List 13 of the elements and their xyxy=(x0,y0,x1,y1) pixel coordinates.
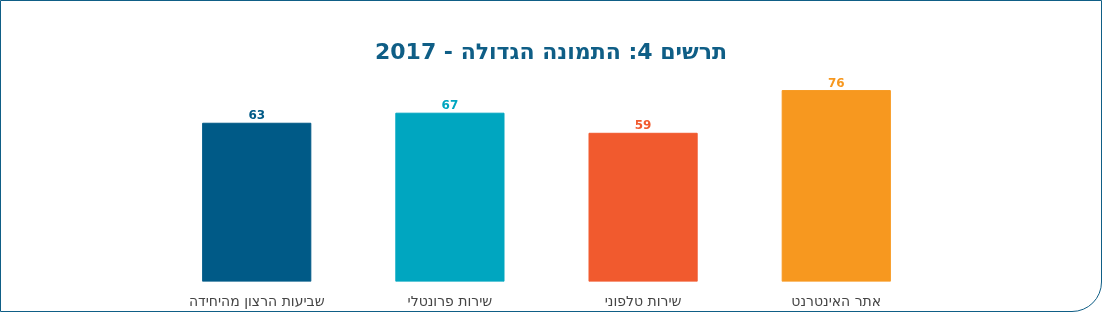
data-label: 63 xyxy=(248,108,266,123)
x-tick-label: שירות פרונטלי xyxy=(407,292,493,309)
bar xyxy=(395,112,505,282)
data-label: 67 xyxy=(441,98,459,113)
x-tick-label: אתר האינטרנט xyxy=(791,292,882,309)
bar xyxy=(202,122,312,282)
bar xyxy=(781,90,891,282)
x-tick-label: שירות טלפוני xyxy=(604,292,682,309)
bar xyxy=(588,132,698,282)
chart-title: תרשים 4: התמונה הגדולה - 2017 xyxy=(374,38,728,66)
data-label: 59 xyxy=(634,118,652,133)
x-tick-label: שביעות הרצון מהיחידה xyxy=(188,292,325,309)
data-label: 76 xyxy=(827,75,845,90)
